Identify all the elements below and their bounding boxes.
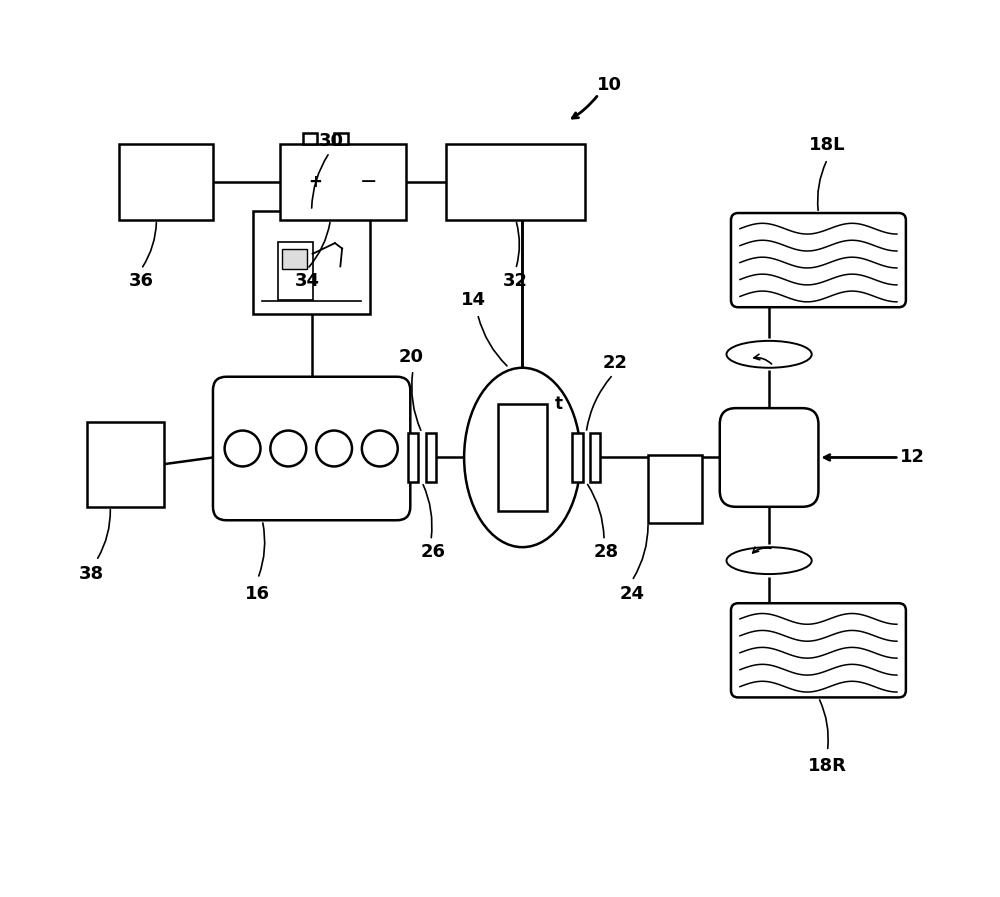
Bar [648,456,702,522]
Text: 14: 14 [461,292,486,309]
Text: 18R: 18R [808,756,847,775]
Text: 24: 24 [619,585,644,604]
Bar [572,433,583,483]
Bar [119,144,213,220]
Bar [278,242,313,300]
Text: 30: 30 [319,132,344,150]
Text: t: t [555,395,563,413]
Text: 12: 12 [900,448,925,466]
Text: +: + [308,172,322,191]
Bar [303,133,317,144]
Text: 34: 34 [295,272,320,290]
Text: 16: 16 [245,585,270,603]
Bar [334,133,348,144]
Bar [408,433,418,483]
FancyBboxPatch shape [731,604,906,698]
Bar [280,144,406,220]
Text: 10: 10 [597,76,622,94]
Text: 38: 38 [79,565,104,583]
Bar [253,211,370,314]
FancyBboxPatch shape [720,408,818,507]
Circle shape [362,431,398,466]
Text: 22: 22 [602,353,627,372]
Text: 28: 28 [593,543,618,562]
Bar [282,249,307,269]
FancyBboxPatch shape [213,377,410,520]
Ellipse shape [726,341,812,368]
Text: −: − [359,171,377,192]
Bar [87,422,164,507]
Text: 32: 32 [503,272,528,290]
Bar [426,433,436,483]
Circle shape [316,431,352,466]
Text: 20: 20 [399,347,424,366]
Ellipse shape [726,547,812,574]
Circle shape [270,431,306,466]
Bar [590,433,600,483]
Ellipse shape [464,368,581,547]
Circle shape [225,431,261,466]
Text: 36: 36 [129,272,154,290]
Bar [498,404,547,511]
Text: 18L: 18L [809,135,846,154]
Text: 26: 26 [420,543,445,562]
Bar [446,144,585,220]
FancyBboxPatch shape [731,213,906,308]
